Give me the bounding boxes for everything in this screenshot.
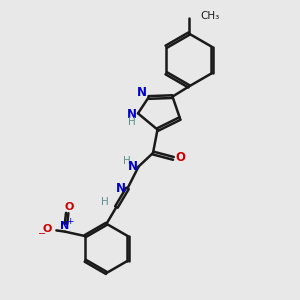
Text: N: N bbox=[60, 220, 69, 231]
Text: N: N bbox=[126, 108, 136, 122]
Text: H: H bbox=[101, 196, 109, 207]
Text: H: H bbox=[123, 156, 131, 166]
Text: +: + bbox=[66, 218, 74, 226]
Text: CH₃: CH₃ bbox=[200, 11, 220, 22]
Text: O: O bbox=[64, 202, 74, 212]
Text: O: O bbox=[175, 151, 185, 164]
Text: N: N bbox=[128, 160, 138, 173]
Text: N: N bbox=[137, 86, 147, 100]
Text: −: − bbox=[38, 229, 46, 239]
Text: H: H bbox=[128, 117, 135, 127]
Text: N: N bbox=[116, 182, 126, 195]
Text: O: O bbox=[43, 224, 52, 234]
